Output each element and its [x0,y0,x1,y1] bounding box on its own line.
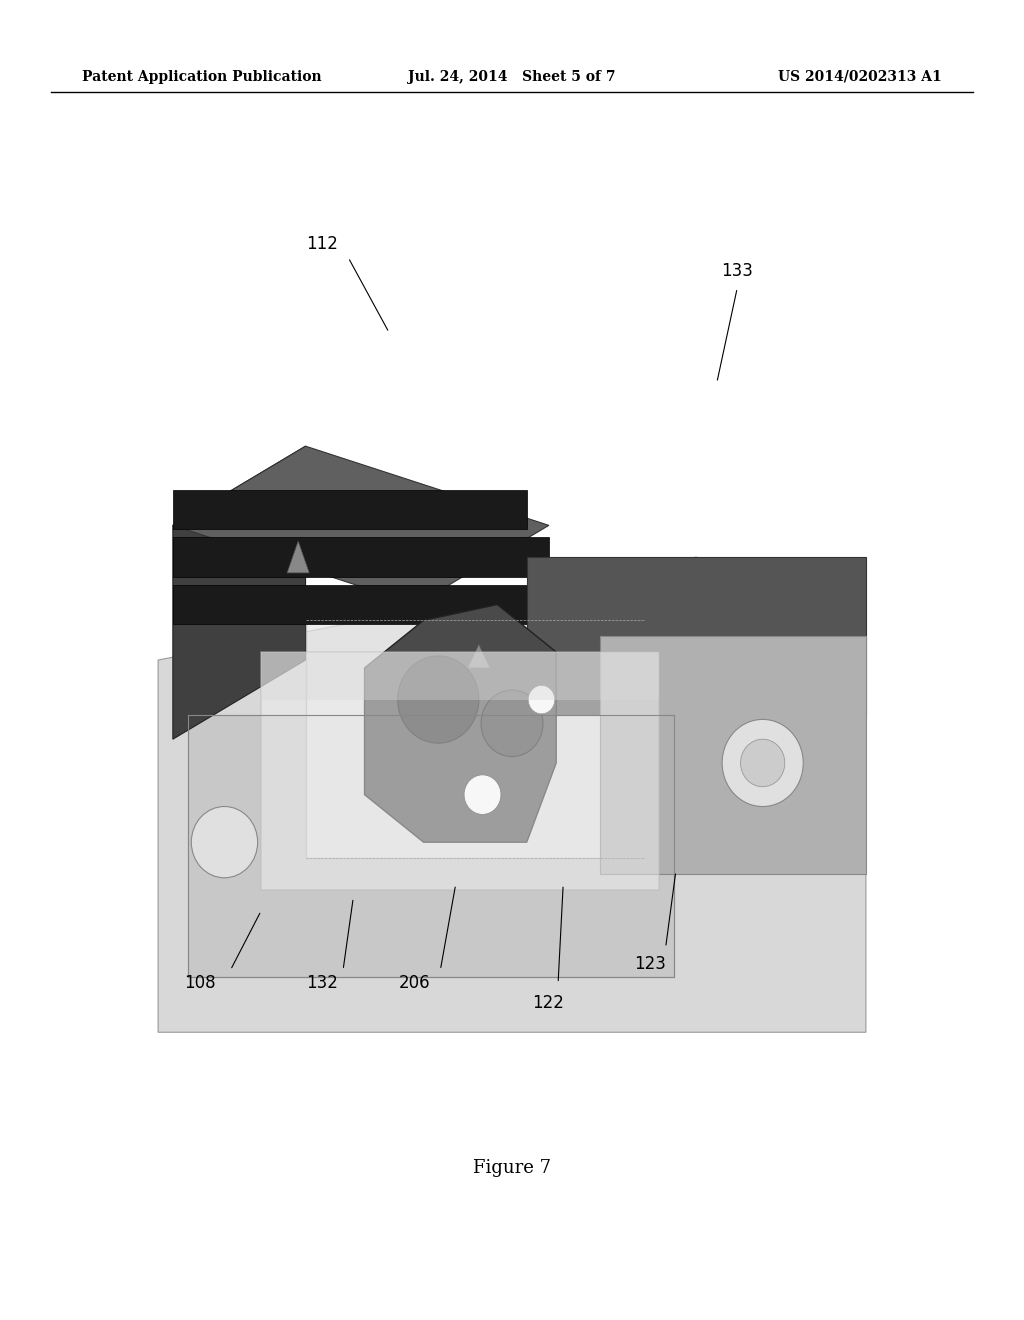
Polygon shape [261,652,659,700]
Polygon shape [305,620,645,858]
Text: 132: 132 [306,974,339,993]
Circle shape [464,775,501,814]
Polygon shape [173,585,571,624]
Text: Figure 7: Figure 7 [473,1159,551,1177]
Polygon shape [526,557,866,715]
Polygon shape [468,644,489,668]
Text: 206: 206 [399,974,430,993]
Text: 112: 112 [306,235,339,253]
Text: 123: 123 [634,954,667,973]
Polygon shape [187,715,674,977]
Circle shape [191,807,258,878]
Circle shape [528,685,555,714]
Polygon shape [173,537,549,577]
Polygon shape [365,605,556,842]
Circle shape [481,690,543,756]
Text: Jul. 24, 2014   Sheet 5 of 7: Jul. 24, 2014 Sheet 5 of 7 [409,70,615,83]
Polygon shape [173,446,549,605]
Polygon shape [158,557,866,1032]
Text: US 2014/0202313 A1: US 2014/0202313 A1 [778,70,942,83]
Polygon shape [173,490,526,529]
Text: Patent Application Publication: Patent Application Publication [82,70,322,83]
Circle shape [740,739,784,787]
Circle shape [722,719,803,807]
Polygon shape [600,636,866,874]
Polygon shape [173,446,305,739]
Text: 122: 122 [531,994,564,1012]
Text: 108: 108 [184,974,215,993]
Text: 133: 133 [721,261,754,280]
Polygon shape [261,652,659,890]
Polygon shape [287,541,309,573]
Circle shape [397,656,479,743]
